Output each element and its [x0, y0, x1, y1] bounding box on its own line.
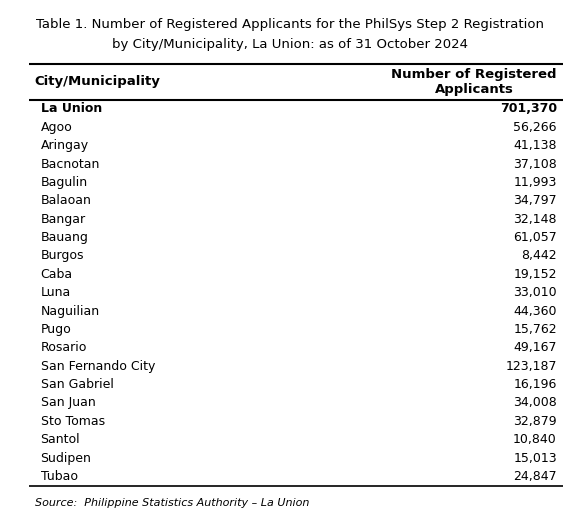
Text: San Gabriel: San Gabriel	[41, 378, 114, 391]
Text: Bangar: Bangar	[41, 213, 86, 226]
Text: Sto Tomas: Sto Tomas	[41, 415, 105, 428]
Text: 8,442: 8,442	[521, 249, 557, 262]
Text: San Juan: San Juan	[41, 396, 95, 410]
Text: 37,108: 37,108	[513, 158, 557, 171]
Text: 123,187: 123,187	[505, 360, 557, 373]
Text: Caba: Caba	[41, 268, 72, 281]
Text: Santol: Santol	[41, 433, 80, 446]
Text: Bauang: Bauang	[41, 231, 89, 244]
Text: Bacnotan: Bacnotan	[41, 158, 100, 171]
Text: 33,010: 33,010	[513, 286, 557, 299]
Text: 49,167: 49,167	[513, 341, 557, 354]
Text: Bagulin: Bagulin	[41, 176, 88, 189]
Text: Sudipen: Sudipen	[41, 452, 92, 465]
Text: 56,266: 56,266	[513, 121, 557, 134]
Text: 34,008: 34,008	[513, 396, 557, 410]
Text: Rosario: Rosario	[41, 341, 87, 354]
Text: Balaoan: Balaoan	[41, 194, 92, 207]
Text: 41,138: 41,138	[513, 139, 557, 152]
Text: 15,013: 15,013	[513, 452, 557, 465]
Text: 32,148: 32,148	[513, 213, 557, 226]
Text: Luna: Luna	[41, 286, 71, 299]
Text: 19,152: 19,152	[513, 268, 557, 281]
Text: 32,879: 32,879	[513, 415, 557, 428]
Text: 15,762: 15,762	[513, 323, 557, 336]
Text: 10,840: 10,840	[513, 433, 557, 446]
Text: 44,360: 44,360	[513, 304, 557, 318]
Text: 16,196: 16,196	[513, 378, 557, 391]
Text: Aringay: Aringay	[41, 139, 89, 152]
Text: La Union: La Union	[41, 102, 102, 116]
Text: San Fernando City: San Fernando City	[41, 360, 155, 373]
Text: Agoo: Agoo	[41, 121, 72, 134]
Text: 11,993: 11,993	[513, 176, 557, 189]
Text: City/Municipality: City/Municipality	[35, 76, 161, 88]
Text: 24,847: 24,847	[513, 470, 557, 483]
Text: Table 1. Number of Registered Applicants for the PhilSys Step 2 Registration: Table 1. Number of Registered Applicants…	[36, 18, 544, 31]
Text: 34,797: 34,797	[513, 194, 557, 207]
Text: Naguilian: Naguilian	[41, 304, 100, 318]
Text: Tubao: Tubao	[41, 470, 78, 483]
Text: Number of Registered
Applicants: Number of Registered Applicants	[392, 68, 557, 96]
Text: 61,057: 61,057	[513, 231, 557, 244]
Text: 701,370: 701,370	[500, 102, 557, 116]
Text: Source:  Philippine Statistics Authority – La Union: Source: Philippine Statistics Authority …	[35, 498, 309, 508]
Text: Pugo: Pugo	[41, 323, 71, 336]
Text: Burgos: Burgos	[41, 249, 84, 262]
Text: by City/Municipality, La Union: as of 31 October 2024: by City/Municipality, La Union: as of 31…	[112, 38, 468, 51]
